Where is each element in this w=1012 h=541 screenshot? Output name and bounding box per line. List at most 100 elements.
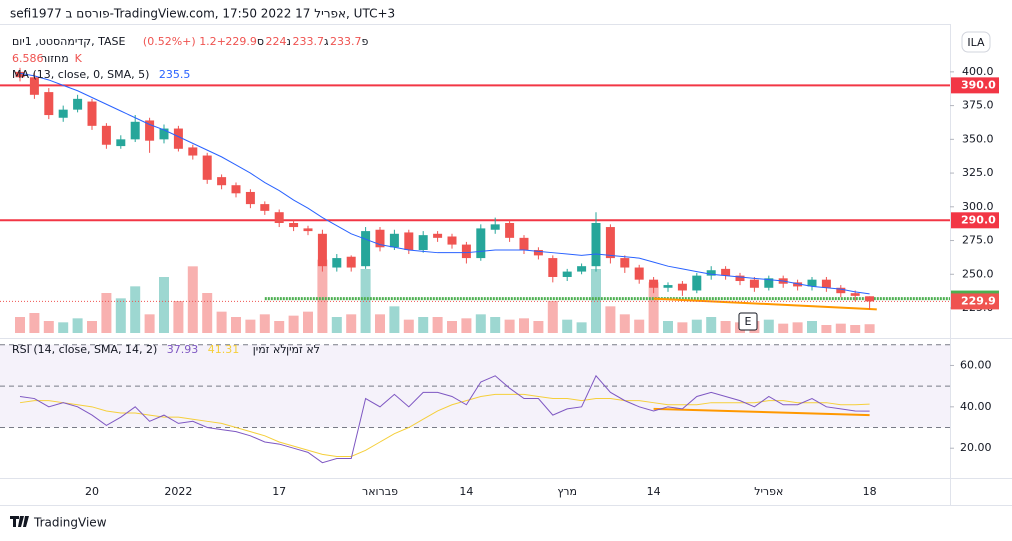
volume-bar: [490, 317, 501, 333]
candle-body: [749, 279, 759, 288]
candle-body: [245, 191, 255, 205]
volume-bar: [15, 317, 25, 333]
volume-bar: [130, 286, 141, 333]
y-tick-label: 300.0: [962, 200, 994, 213]
volume-bar: [763, 319, 774, 333]
volume-bar: [245, 319, 256, 333]
volume-bar: [360, 269, 371, 333]
last-price-badge: [951, 293, 999, 310]
y-tick-label: 325.0: [962, 166, 994, 179]
volume-bar: [504, 319, 515, 333]
candle-body: [389, 233, 399, 248]
volume-bar: [864, 324, 875, 333]
candle-body: [145, 120, 155, 141]
volume-bar: [274, 321, 285, 333]
volume-bar: [159, 277, 169, 333]
legend: קדימהסטט, 1יום, TASE פ233.7 ג233.7 נ224 …: [12, 35, 369, 48]
volume-bar: [202, 293, 213, 333]
candle-body: [634, 267, 644, 280]
ma-value: 235.5: [159, 68, 191, 81]
y-tick-label: 60.00: [960, 358, 992, 371]
candle-body: [620, 258, 630, 268]
y-tick-label: 400.0: [962, 65, 994, 78]
candle-body: [87, 101, 97, 126]
ohlc-label: ג: [324, 35, 329, 48]
volume-bar: [461, 318, 472, 333]
volume-bar: [835, 323, 846, 333]
volume-bar: [216, 311, 227, 333]
volume-bar: [87, 321, 97, 333]
candle-body: [764, 278, 774, 288]
volume-bar: [663, 321, 673, 333]
volume-bar: [288, 315, 299, 333]
candle-body: [116, 139, 126, 147]
change: +1.2 (+0.52%): [143, 35, 226, 48]
candle-body: [375, 229, 385, 248]
ohlc-label: ס: [257, 35, 264, 48]
y-tick-label: 20.00: [960, 441, 992, 454]
volume-bar: [418, 317, 429, 333]
candle-body: [821, 279, 831, 288]
volume-bar: [605, 306, 616, 333]
legend: מחזור 6.586K: [12, 52, 83, 65]
candle-body: [649, 279, 659, 288]
frame: [0, 505, 1012, 506]
ohlc-value: 233.7: [292, 35, 324, 48]
x-tick-label: 2022: [164, 485, 192, 498]
x-tick-label: 18: [863, 485, 877, 498]
x-tick-label: פברואר: [362, 485, 398, 498]
candle-body: [260, 204, 270, 211]
candle-body: [677, 283, 687, 291]
volume-bar: [389, 306, 400, 333]
candle-body: [692, 275, 702, 291]
volume-bar: [43, 321, 54, 333]
event-marker-box: [738, 312, 758, 331]
volume-bar: [303, 311, 313, 333]
candle-body: [476, 228, 486, 259]
volume-bar: [101, 293, 112, 333]
rsi-line: [19, 374, 870, 464]
last-price-label: 229.9: [961, 294, 996, 307]
volume-bar: [533, 321, 544, 333]
symbol: קדימהסטט, 1יום, TASE: [12, 35, 125, 48]
level-label: 390.0: [961, 78, 996, 91]
y-tick-label: 275.0: [962, 234, 994, 247]
candle-body: [577, 266, 587, 272]
candle-body: [15, 71, 25, 78]
ma-line: [19, 72, 870, 295]
ohlc-value: 229.9: [225, 35, 257, 48]
ohlc-value: 233.7: [330, 35, 362, 48]
volume-name: מחזור: [41, 52, 69, 65]
candle-body: [332, 258, 342, 268]
x-tick-label: אפריל: [754, 485, 783, 498]
candle-body: [44, 92, 54, 116]
volume-bar: [792, 322, 803, 333]
volume-bar: [259, 314, 270, 333]
candle-body: [793, 282, 803, 287]
candle-body: [217, 177, 227, 186]
candle-body: [73, 98, 83, 110]
volume-bar: [475, 314, 486, 333]
candle-body: [289, 223, 299, 228]
volume-bar: [706, 317, 717, 333]
volume-bar: [720, 321, 731, 333]
volume-bar: [778, 323, 789, 333]
frame: [950, 24, 951, 506]
ma-name: MA (13, close, 0, SMA, 5): [12, 68, 149, 81]
candle-body: [130, 121, 140, 140]
volume-bar: [317, 259, 328, 333]
volume-bar: [231, 317, 241, 333]
logo[interactable]: TradingView: [33, 516, 107, 530]
volume-bar: [677, 322, 688, 333]
candle-body: [519, 237, 529, 250]
volume-bar: [331, 317, 342, 333]
candle-body: [418, 235, 428, 250]
frame: [0, 24, 950, 25]
candle-body: [533, 249, 543, 256]
candle-body: [346, 256, 356, 268]
currency-badge[interactable]: [961, 31, 991, 53]
pane-separator: [0, 478, 1012, 479]
candle-body: [29, 77, 39, 95]
candle-body: [101, 125, 111, 145]
candle-body: [490, 224, 500, 230]
